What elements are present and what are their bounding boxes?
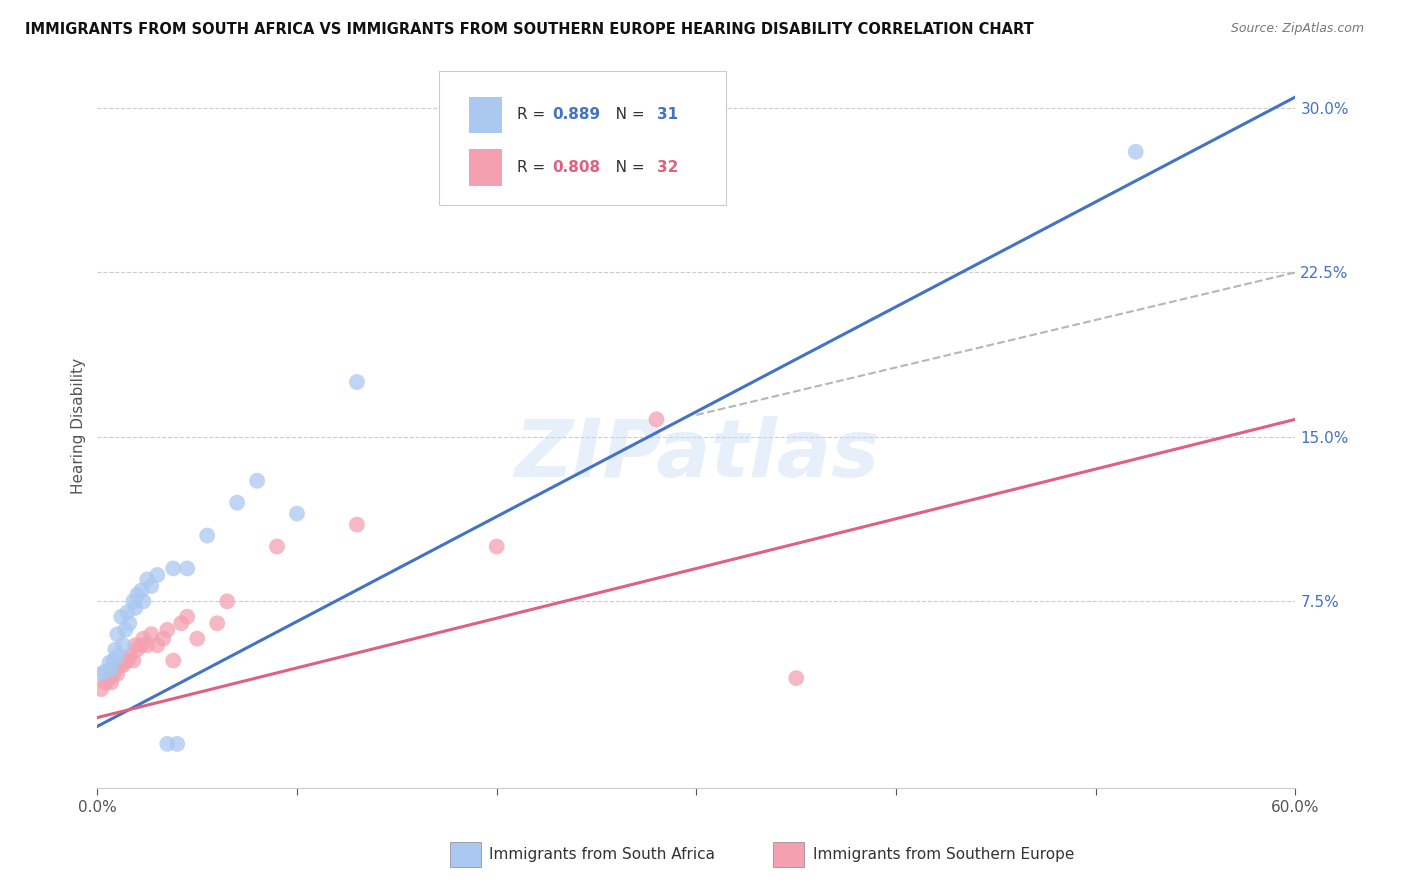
Point bbox=[110, 657, 132, 672]
Bar bbox=[468, 150, 502, 186]
Y-axis label: Hearing Disability: Hearing Disability bbox=[72, 358, 86, 494]
Point bbox=[105, 666, 128, 681]
Point bbox=[90, 681, 112, 696]
Point bbox=[170, 616, 193, 631]
Point bbox=[785, 671, 807, 685]
Text: 31: 31 bbox=[657, 107, 678, 122]
Point bbox=[105, 649, 128, 664]
Point bbox=[132, 594, 155, 608]
Bar bbox=[468, 96, 502, 133]
Text: ZIPatlas: ZIPatlas bbox=[515, 416, 879, 494]
Point bbox=[226, 496, 249, 510]
Text: Immigrants from Southern Europe: Immigrants from Southern Europe bbox=[813, 847, 1074, 862]
Point bbox=[117, 605, 139, 619]
Point bbox=[105, 627, 128, 641]
Point bbox=[186, 632, 208, 646]
Text: Source: ZipAtlas.com: Source: ZipAtlas.com bbox=[1230, 22, 1364, 36]
Point bbox=[129, 638, 152, 652]
Point bbox=[217, 594, 239, 608]
Point bbox=[124, 638, 146, 652]
Point bbox=[104, 660, 127, 674]
Point bbox=[152, 632, 174, 646]
Point bbox=[146, 638, 169, 652]
Point bbox=[132, 632, 155, 646]
Point bbox=[127, 588, 149, 602]
Point bbox=[118, 616, 141, 631]
Point bbox=[176, 561, 198, 575]
Point bbox=[122, 654, 145, 668]
Point bbox=[136, 638, 159, 652]
Point bbox=[94, 665, 117, 679]
Point bbox=[118, 649, 141, 664]
Point bbox=[266, 540, 288, 554]
Point bbox=[176, 609, 198, 624]
Point bbox=[156, 623, 179, 637]
Point bbox=[98, 656, 121, 670]
FancyBboxPatch shape bbox=[439, 71, 727, 205]
Point bbox=[1125, 145, 1147, 159]
Text: N =: N = bbox=[600, 107, 650, 122]
Point bbox=[162, 654, 184, 668]
Point bbox=[94, 675, 117, 690]
Point bbox=[90, 666, 112, 681]
Point bbox=[156, 737, 179, 751]
Text: 0.808: 0.808 bbox=[553, 160, 600, 175]
Point bbox=[246, 474, 269, 488]
Point bbox=[98, 671, 121, 685]
Point bbox=[129, 583, 152, 598]
Point bbox=[141, 627, 163, 641]
Point bbox=[117, 654, 139, 668]
Point bbox=[114, 623, 136, 637]
Text: R =: R = bbox=[516, 160, 550, 175]
Text: N =: N = bbox=[600, 160, 650, 175]
Point bbox=[485, 540, 508, 554]
Point bbox=[127, 642, 149, 657]
Text: 32: 32 bbox=[657, 160, 678, 175]
Point bbox=[100, 662, 122, 676]
Point bbox=[124, 601, 146, 615]
Point bbox=[645, 412, 668, 426]
Point bbox=[110, 609, 132, 624]
Point bbox=[195, 528, 218, 542]
Point bbox=[103, 654, 125, 668]
Point bbox=[166, 737, 188, 751]
Point bbox=[285, 507, 308, 521]
Point bbox=[205, 616, 228, 631]
Point bbox=[103, 666, 125, 681]
Point bbox=[104, 642, 127, 657]
Text: 0.889: 0.889 bbox=[553, 107, 600, 122]
Text: Immigrants from South Africa: Immigrants from South Africa bbox=[489, 847, 716, 862]
Point bbox=[146, 568, 169, 582]
Point bbox=[141, 579, 163, 593]
Text: R =: R = bbox=[516, 107, 550, 122]
Point bbox=[100, 675, 122, 690]
Point bbox=[136, 573, 159, 587]
Point bbox=[112, 657, 135, 672]
Point bbox=[162, 561, 184, 575]
Point bbox=[346, 375, 368, 389]
Point bbox=[346, 517, 368, 532]
Point bbox=[112, 638, 135, 652]
Text: IMMIGRANTS FROM SOUTH AFRICA VS IMMIGRANTS FROM SOUTHERN EUROPE HEARING DISABILI: IMMIGRANTS FROM SOUTH AFRICA VS IMMIGRAN… bbox=[25, 22, 1033, 37]
Point bbox=[122, 594, 145, 608]
